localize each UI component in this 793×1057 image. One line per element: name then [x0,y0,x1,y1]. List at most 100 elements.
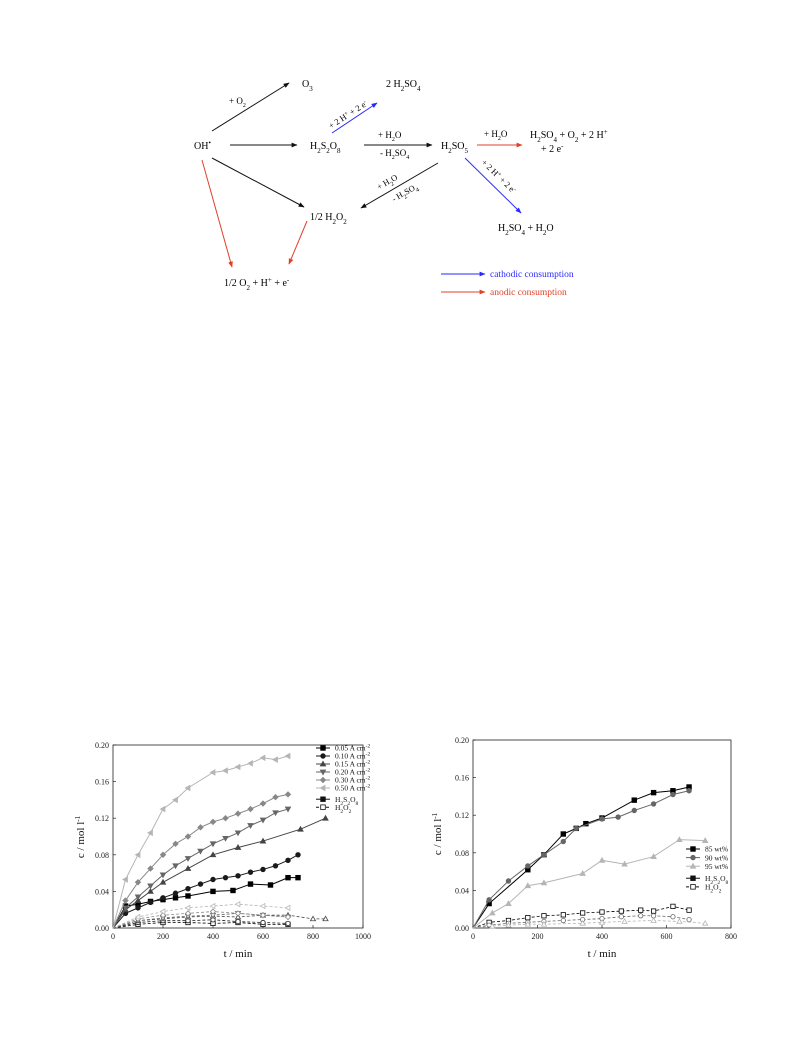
product-anodic-oh: 1/2 O2 + H+ + e- [224,276,290,292]
c2-h2o2-point [638,907,644,913]
c2-series-point [560,838,566,845]
c2-series-point [573,825,579,832]
c1-series-point [272,810,279,817]
c1-series-point [222,814,229,822]
c2-ytick-label: 0.20 [455,736,469,745]
chart1-h2o2-series [112,900,329,929]
c2-ytick-label: 0.00 [455,924,469,933]
species-half-h2o2: 1/2 H2O2 [310,212,347,226]
c1-series-point [260,866,266,873]
c1-legend-marker [319,784,326,792]
product-anodic-h2so5-line1: H2SO4 + O2 + 2 H+ [530,128,608,144]
c2-h2o2-point [618,908,624,914]
c1-series-point [134,851,141,859]
c2-h2o2-point [560,917,566,924]
c1-series-point [230,887,236,894]
c1-series-point [172,895,179,901]
c1-h2o2-point [309,915,317,922]
c2-h2o2-point [560,912,566,918]
arrow-h2so5-to-h2o2 [360,162,439,209]
c1-h2o2-point [134,913,141,921]
c2-legend-label: 90 wt% [705,853,728,862]
c1-series-point [147,829,153,837]
c2-series-point [524,882,532,889]
c2-h2o2-point [701,919,709,926]
c1-legend-style-marker [320,796,326,802]
label-plus-o2: + O2 [229,96,246,109]
species-oh: OH• [194,139,211,152]
c1-legend-style-marker [320,804,326,810]
c1-series-point [295,874,301,881]
c1-series-point [184,833,192,840]
c2-legend-marker [690,854,696,861]
c2-xtick-label: 600 [661,932,673,941]
legend-anodic-label: anodic consumption [490,288,567,298]
chart-concentration: 0 200 400 600 800 0.00 0.04 0.08 0.12 0.16 0.20 t … [431,736,737,960]
c1-series-point [159,878,167,885]
c2-series-point [650,789,657,796]
c2-xtick-label: 200 [532,932,544,941]
c2-series-point [621,860,628,867]
c2-h2o2-point [580,910,586,916]
c2-series-point [486,897,492,903]
c1-series-point [247,759,253,767]
c1-series-point [209,851,217,858]
c1-series-point [210,876,216,883]
c1-h2o2-line-1 [112,919,289,929]
chart1-legend: 0.05 A cm-20.10 A cm-20.15 A cm-20.20 A … [316,744,370,815]
c2-series-point [541,851,547,858]
c1-series-point [259,817,267,824]
c1-series-point [147,865,154,872]
c2-legend-marker [690,846,696,852]
c1-ytick-label: 0.04 [95,887,109,896]
c1-series-point [159,805,166,813]
c1-series-point [122,897,129,904]
c2-legend-label: 85 wt% [705,845,728,854]
c1-h2o2-point [322,915,329,922]
c1-series-point [272,793,279,801]
c1-h2o2-point [284,913,292,921]
c1-h2o2-point [234,910,242,917]
c1-series-point [272,863,279,869]
c2-xtick-label: 400 [596,932,608,941]
c1-series-line-2 [112,817,326,929]
c1-series-point [247,823,254,829]
chart2-plot-frame [472,739,732,929]
c1-ytick-label: 0.08 [95,851,109,860]
c1-h2o2-line-0 [112,922,288,929]
c1-series-point [184,856,192,862]
c2-h2o2-point [505,921,512,928]
c2-h2o2-point [676,918,683,924]
c1-h2o2-point [184,904,191,912]
c1-series-point [267,882,274,888]
c2-series-point [631,797,637,803]
c1-legend-label: 0.15 A cm-2 [335,760,370,769]
c1-xtick-label: 800 [307,932,319,941]
c2-h2o2-line-2 [472,920,706,929]
label-plus-h2o-red: + H2O [484,129,508,142]
c2-h2o2-point [579,919,586,926]
c1-legend-style-label: H2O2 [335,803,352,815]
c2-series-point [505,878,512,884]
c1-series-point [197,848,204,855]
c1-series-point [172,890,179,896]
c1-legend-marker [319,769,327,776]
species-o3: O3 [302,79,313,93]
c2-legend-marker [689,862,697,869]
chart1-ylabel: c / mol l-1 [74,815,87,858]
c1-series-point [134,879,142,886]
c2-ytick-label: 0.16 [455,774,469,783]
c1-h2o2-point [259,902,266,910]
c1-series-point [184,784,191,792]
species-h2so5: H2SO5 [441,141,469,155]
c1-h2o2-point [234,900,241,908]
c1-series-point [235,873,241,879]
c1-series-point [210,888,216,895]
c2-h2o2-point [650,917,657,923]
c2-h2o2-point [618,914,624,920]
c2-series-line-1 [472,790,690,929]
c2-h2o2-point [686,907,692,913]
c1-legend-label: 0.05 A cm-2 [335,744,370,753]
c1-legend-marker [319,760,327,767]
